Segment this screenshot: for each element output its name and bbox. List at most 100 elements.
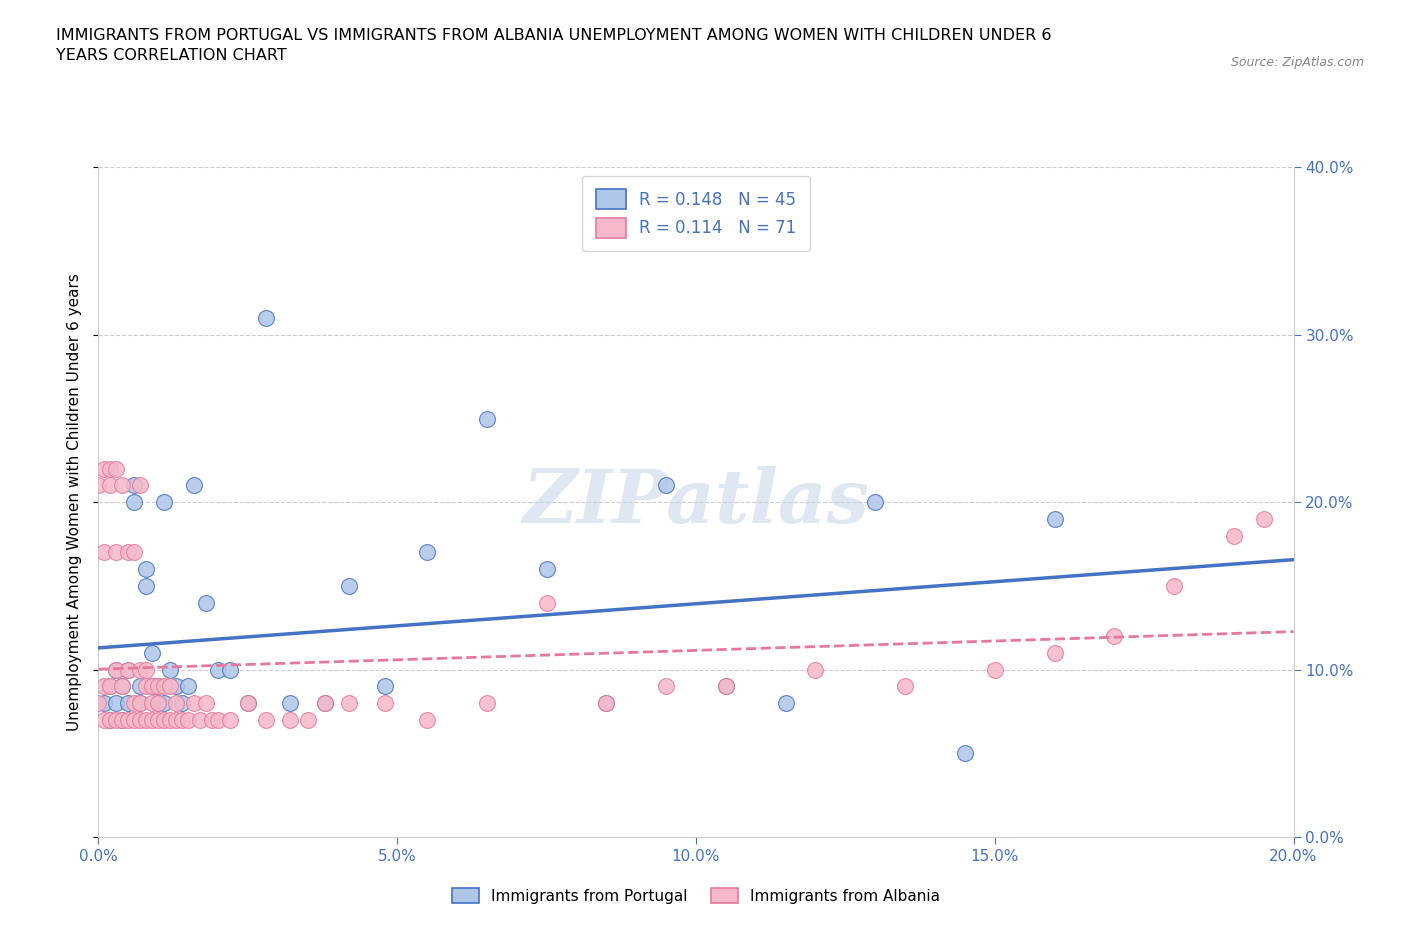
Point: [315, 696, 337, 711]
Point: [93, 679, 115, 694]
Point: [219, 712, 242, 727]
Point: [339, 578, 360, 593]
Point: [117, 662, 139, 677]
Point: [135, 578, 157, 593]
Point: [207, 712, 229, 727]
Point: [865, 495, 887, 510]
Point: [153, 712, 176, 727]
Point: [111, 712, 134, 727]
Point: [100, 461, 122, 476]
Text: Source: ZipAtlas.com: Source: ZipAtlas.com: [1230, 56, 1364, 69]
Point: [141, 679, 163, 694]
Point: [236, 696, 259, 711]
Point: [416, 712, 439, 727]
Point: [100, 478, 122, 493]
Legend: Immigrants from Portugal, Immigrants from Albania: Immigrants from Portugal, Immigrants fro…: [446, 882, 946, 910]
Point: [714, 679, 737, 694]
Point: [655, 679, 678, 694]
Point: [117, 545, 139, 560]
Point: [1253, 512, 1275, 526]
Point: [315, 696, 337, 711]
Point: [655, 478, 678, 493]
Point: [141, 679, 163, 694]
Point: [165, 679, 187, 694]
Point: [100, 712, 122, 727]
Point: [117, 696, 139, 711]
Point: [219, 662, 242, 677]
Point: [953, 746, 976, 761]
Point: [153, 696, 176, 711]
Point: [297, 712, 319, 727]
Point: [278, 712, 301, 727]
Point: [105, 461, 128, 476]
Point: [135, 679, 157, 694]
Point: [183, 696, 205, 711]
Point: [148, 696, 170, 711]
Point: [100, 712, 122, 727]
Point: [129, 696, 152, 711]
Point: [236, 696, 259, 711]
Point: [93, 712, 115, 727]
Point: [129, 662, 152, 677]
Point: [595, 696, 617, 711]
Point: [159, 679, 181, 694]
Point: [117, 662, 139, 677]
Point: [141, 645, 163, 660]
Point: [894, 679, 917, 694]
Point: [159, 712, 181, 727]
Point: [165, 696, 187, 711]
Point: [172, 696, 194, 711]
Point: [804, 662, 827, 677]
Point: [148, 696, 170, 711]
Point: [93, 696, 115, 711]
Point: [177, 712, 200, 727]
Point: [100, 679, 122, 694]
Point: [124, 545, 146, 560]
Point: [93, 461, 115, 476]
Point: [1043, 512, 1066, 526]
Point: [1163, 578, 1185, 593]
Point: [536, 562, 558, 577]
Point: [416, 545, 439, 560]
Point: [1043, 645, 1066, 660]
Point: [111, 679, 134, 694]
Point: [159, 662, 181, 677]
Point: [117, 712, 139, 727]
Point: [595, 696, 617, 711]
Point: [124, 478, 146, 493]
Point: [195, 595, 218, 610]
Point: [129, 478, 152, 493]
Point: [1104, 629, 1126, 644]
Point: [135, 662, 157, 677]
Point: [148, 679, 170, 694]
Point: [153, 495, 176, 510]
Point: [105, 662, 128, 677]
Point: [339, 696, 360, 711]
Point: [124, 696, 146, 711]
Point: [254, 311, 277, 325]
Point: [111, 712, 134, 727]
Point: [153, 679, 176, 694]
Point: [105, 696, 128, 711]
Point: [183, 478, 205, 493]
Point: [93, 545, 115, 560]
Point: [475, 696, 498, 711]
Point: [177, 679, 200, 694]
Point: [135, 562, 157, 577]
Point: [1223, 528, 1246, 543]
Point: [148, 712, 170, 727]
Point: [100, 679, 122, 694]
Point: [207, 662, 229, 677]
Point: [141, 696, 163, 711]
Point: [129, 679, 152, 694]
Point: [775, 696, 797, 711]
Text: IMMIGRANTS FROM PORTUGAL VS IMMIGRANTS FROM ALBANIA UNEMPLOYMENT AMONG WOMEN WIT: IMMIGRANTS FROM PORTUGAL VS IMMIGRANTS F…: [56, 28, 1052, 62]
Point: [124, 495, 146, 510]
Point: [984, 662, 1007, 677]
Point: [129, 696, 152, 711]
Point: [188, 712, 211, 727]
Point: [135, 712, 157, 727]
Point: [374, 696, 396, 711]
Point: [374, 679, 396, 694]
Point: [129, 712, 152, 727]
